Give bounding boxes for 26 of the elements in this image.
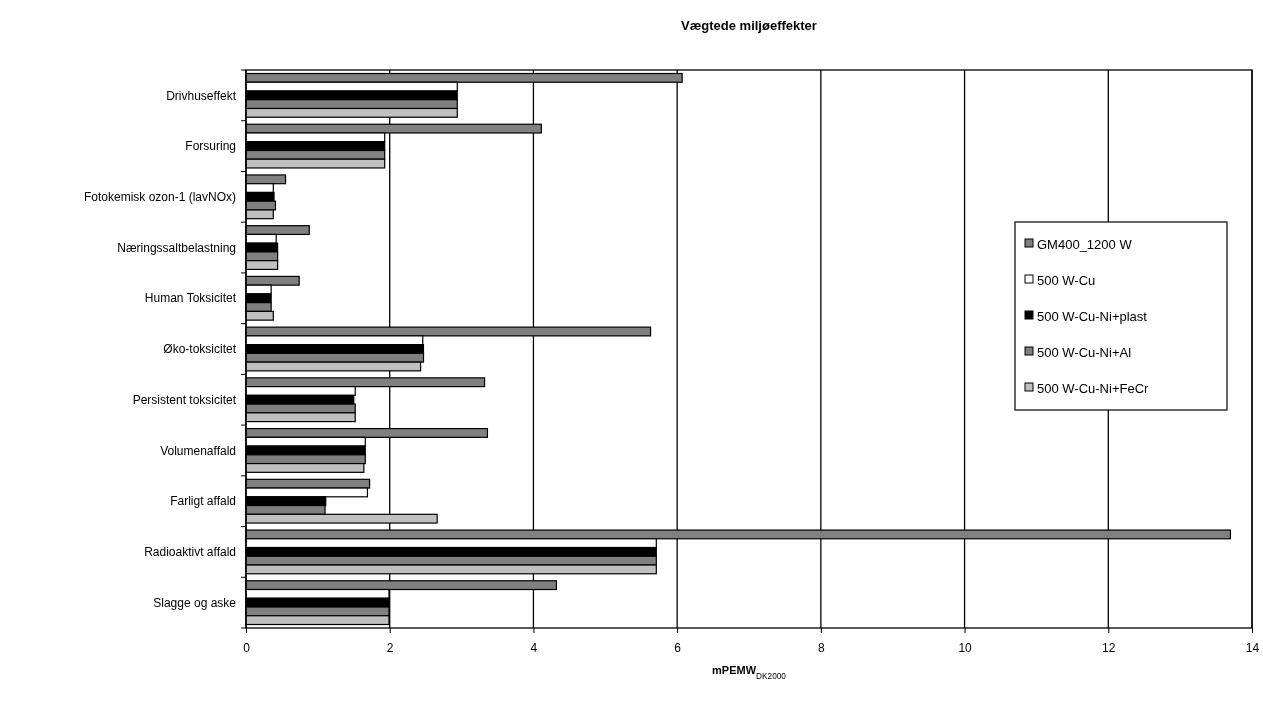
y-tick-label: Persistent toksicitet xyxy=(132,392,237,407)
chart-title: Vægtede miljøeffekter xyxy=(681,18,817,33)
y-tick-label: Farligt affald xyxy=(170,494,236,509)
legend-label: 500 W-Cu-Ni+plast xyxy=(1037,308,1148,324)
legend-label: 500 W-Cu xyxy=(1037,272,1096,288)
x-tick-label: 4 xyxy=(530,640,538,655)
y-tick-label: Fotokemisk ozon-1 (lavNOx) xyxy=(83,190,236,205)
y-tick-label: Øko-toksicitet xyxy=(163,342,237,357)
y-tick-label: Slagge og aske xyxy=(153,595,237,610)
legend-label: GM400_1200 W xyxy=(1037,236,1133,252)
legend-label: 500 W-Cu-Ni+Al xyxy=(1037,344,1132,360)
y-tick-label: Drivhuseffekt xyxy=(166,88,237,103)
y-tick-label: Volumenaffald xyxy=(160,443,236,458)
y-tick-label: Næringssaltbelastning xyxy=(117,240,236,255)
y-tick-label: Human Toksicitet xyxy=(144,291,237,306)
y-tick-label: Forsuring xyxy=(185,139,236,154)
x-tick-label: 10 xyxy=(958,640,973,655)
x-axis-title: mPEMW$_{DK2000}$ xyxy=(712,664,787,681)
x-tick-label: 6 xyxy=(674,640,682,655)
y-tick-label: Radioaktivt affald xyxy=(144,545,236,560)
x-tick-label: 0 xyxy=(243,640,251,655)
x-tick-label: 2 xyxy=(386,640,394,655)
x-tick-label: 14 xyxy=(1245,640,1260,655)
legend-label: 500 W-Cu-Ni+FeCr xyxy=(1037,380,1150,396)
x-tick-label: 12 xyxy=(1102,640,1116,655)
x-tick-label: 8 xyxy=(818,640,826,655)
